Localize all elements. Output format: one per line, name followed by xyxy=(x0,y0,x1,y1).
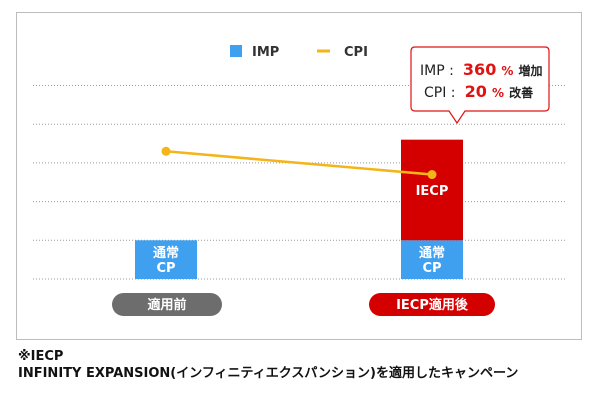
callout-cpi-suffix: 改善 xyxy=(509,85,533,100)
legend-imp-swatch xyxy=(230,45,242,57)
callout-imp-value: 360 xyxy=(463,60,496,79)
callout-imp-prefix: IMP : xyxy=(420,63,454,79)
footnote-line1: ※IECP xyxy=(18,349,64,364)
bar-segment-iecp xyxy=(401,139,463,241)
category-pills: 適用前 IECP適用後 xyxy=(112,293,495,316)
pill-before xyxy=(112,293,222,316)
footnote-line2: INFINITY EXPANSION(インフィニティエクスパンション)を適用した… xyxy=(18,366,519,381)
chart-frame: 通常 CP 通常 CP IECP IMP CPI IMP : 360 % 増加 CPI … xyxy=(16,12,582,340)
callout-line-cpi: CPI : 20 % 改善 xyxy=(424,82,533,101)
grid-layer xyxy=(33,85,565,280)
bar-segment-label: CP xyxy=(422,261,441,276)
callout-cpi-unit: % xyxy=(492,86,504,100)
callout-box xyxy=(410,46,550,125)
cpi-point xyxy=(161,146,171,156)
pill-after-label: IECP適用後 xyxy=(396,297,469,313)
cpi-point xyxy=(427,170,437,180)
callout-imp-suffix: 増加 xyxy=(519,63,543,78)
pill-after xyxy=(369,293,495,316)
callout-imp-unit: % xyxy=(501,64,513,78)
bar-segment-label: IECP xyxy=(416,184,449,199)
callout-cpi-value: 20 xyxy=(465,82,487,101)
callout: IMP : 360 % 増加 CPI : 20 % 改善 xyxy=(410,46,550,125)
bar-segment-label: 通常 xyxy=(419,245,445,261)
line-layer xyxy=(161,146,437,180)
bar-segment-regular-cp xyxy=(401,240,463,279)
callout-cpi-prefix: CPI : xyxy=(424,85,456,101)
legend: IMP CPI xyxy=(230,45,368,60)
pill-before-label: 適用前 xyxy=(147,297,186,313)
bar-segment-regular-cp xyxy=(135,240,197,279)
bar-segment-label: CP xyxy=(156,261,175,276)
footnote: ※IECP INFINITY EXPANSION(インフィニティエクスパンション… xyxy=(18,348,588,382)
bar-segment-label: 通常 xyxy=(153,245,179,261)
legend-imp-label: IMP xyxy=(252,45,279,60)
cpi-series-line xyxy=(165,150,433,176)
legend-cpi-label: CPI xyxy=(344,45,368,60)
callout-line-imp: IMP : 360 % 増加 xyxy=(420,60,543,79)
